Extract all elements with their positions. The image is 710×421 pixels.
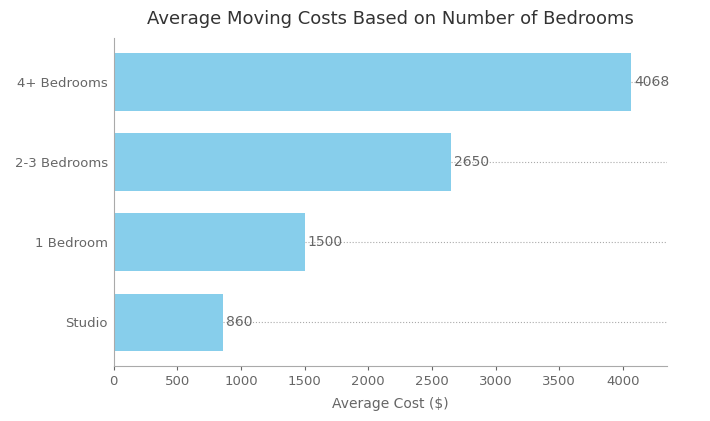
Text: 4068: 4068 <box>635 75 670 89</box>
Text: 860: 860 <box>226 315 253 330</box>
Bar <box>114 293 223 352</box>
Text: 1500: 1500 <box>307 235 343 249</box>
Text: 2650: 2650 <box>454 155 489 169</box>
Bar <box>114 213 305 271</box>
Title: Average Moving Costs Based on Number of Bedrooms: Average Moving Costs Based on Number of … <box>147 10 634 28</box>
X-axis label: Average Cost ($): Average Cost ($) <box>332 397 449 410</box>
Bar <box>114 133 451 191</box>
Bar <box>114 53 631 111</box>
